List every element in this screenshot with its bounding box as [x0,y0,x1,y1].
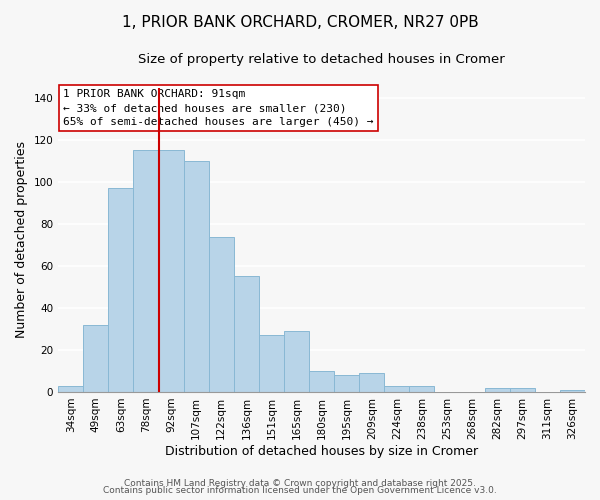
Bar [109,188,133,392]
Text: 1 PRIOR BANK ORCHARD: 91sqm
← 33% of detached houses are smaller (230)
65% of se: 1 PRIOR BANK ORCHARD: 91sqm ← 33% of det… [64,89,374,127]
Bar [284,331,309,392]
Bar [83,325,109,392]
Text: 1, PRIOR BANK ORCHARD, CROMER, NR27 0PB: 1, PRIOR BANK ORCHARD, CROMER, NR27 0PB [122,15,478,30]
X-axis label: Distribution of detached houses by size in Cromer: Distribution of detached houses by size … [165,444,478,458]
Bar [334,375,359,392]
Bar [485,388,510,392]
Bar [560,390,585,392]
Bar [184,161,209,392]
Bar [209,236,234,392]
Bar [58,386,83,392]
Bar [409,386,434,392]
Text: Contains public sector information licensed under the Open Government Licence v3: Contains public sector information licen… [103,486,497,495]
Bar [158,150,184,392]
Bar [385,386,409,392]
Title: Size of property relative to detached houses in Cromer: Size of property relative to detached ho… [138,52,505,66]
Bar [359,373,385,392]
Bar [510,388,535,392]
Bar [259,336,284,392]
Bar [234,276,259,392]
Y-axis label: Number of detached properties: Number of detached properties [15,141,28,338]
Bar [133,150,158,392]
Text: Contains HM Land Registry data © Crown copyright and database right 2025.: Contains HM Land Registry data © Crown c… [124,478,476,488]
Bar [309,371,334,392]
